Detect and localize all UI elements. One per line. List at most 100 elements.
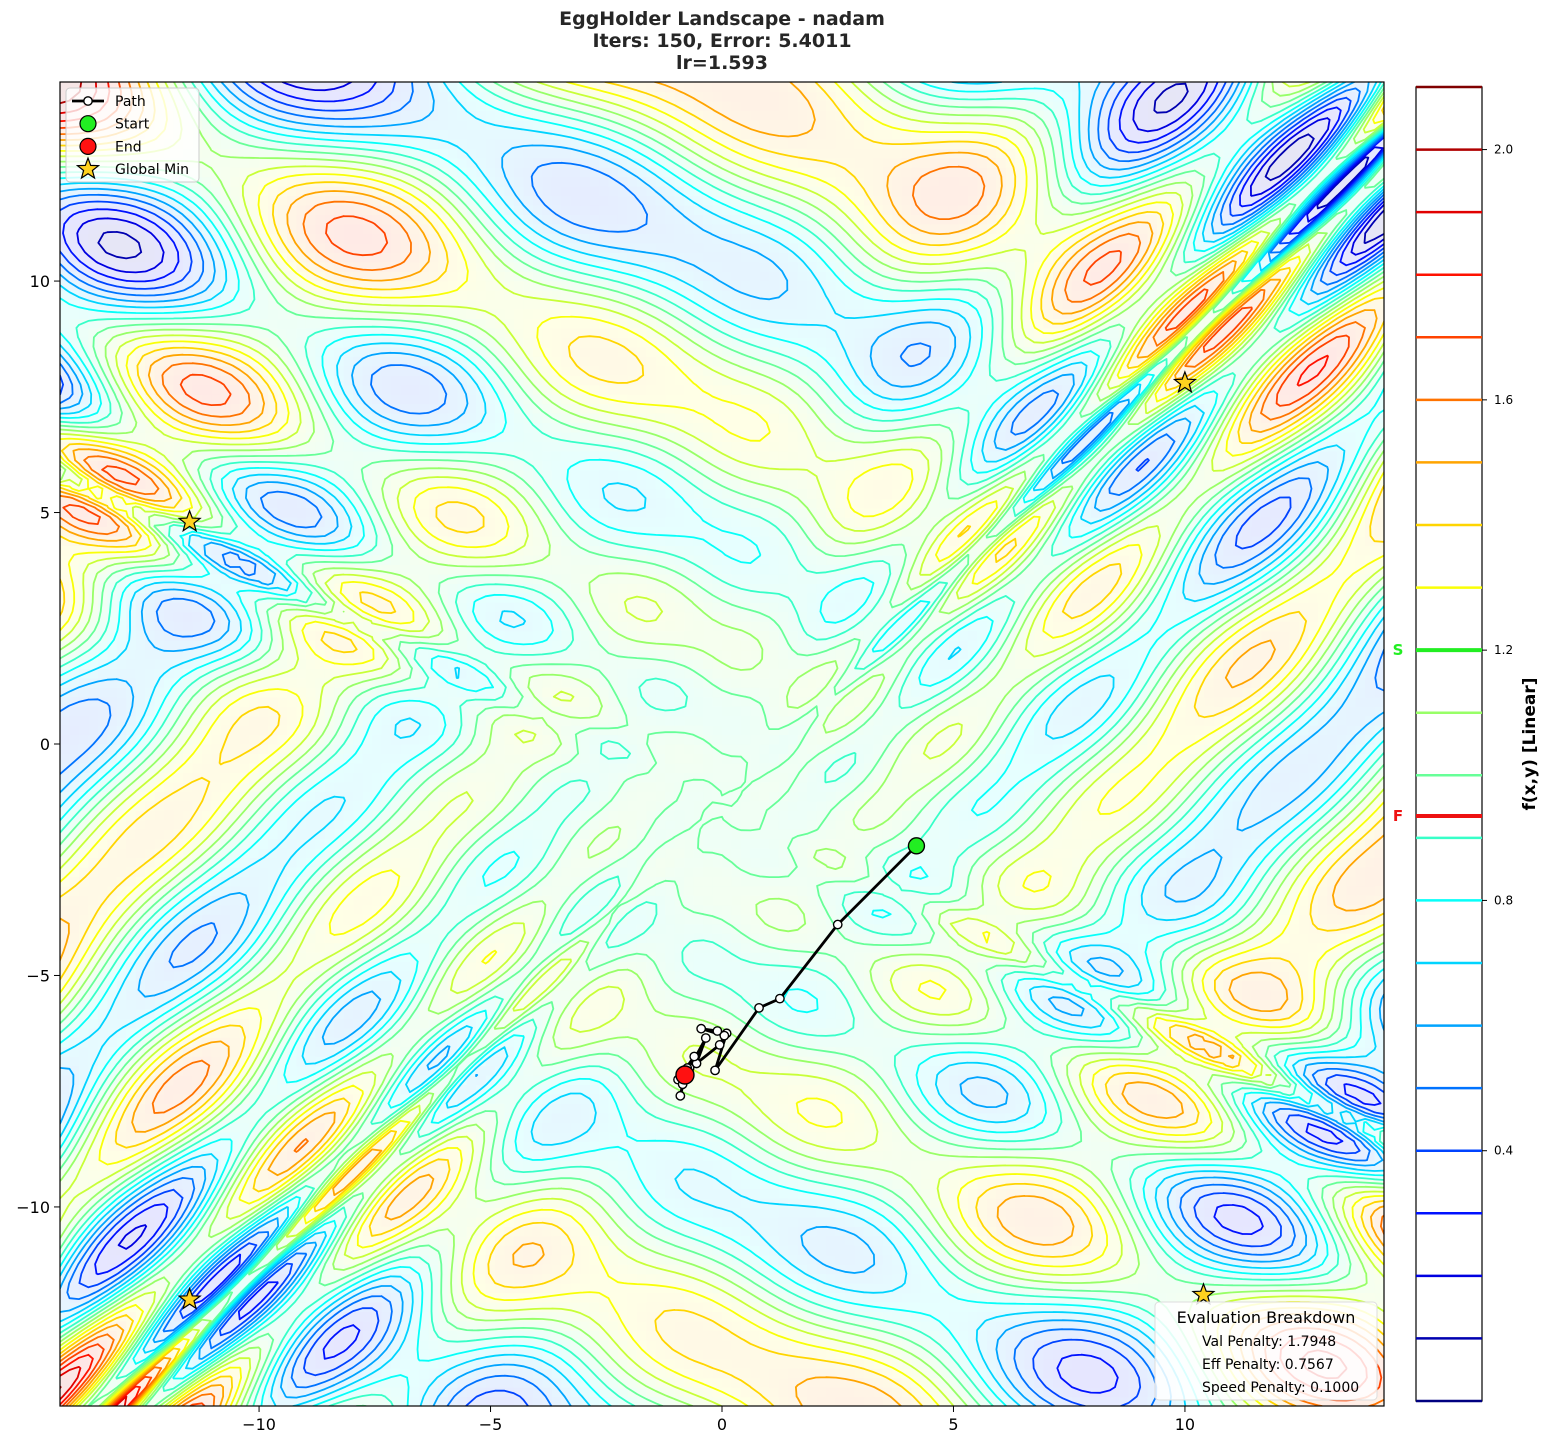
background-cell bbox=[675, 1359, 685, 1369]
background-cell bbox=[1100, 1368, 1110, 1378]
background-cell bbox=[419, 1368, 429, 1378]
background-cell bbox=[476, 1397, 486, 1407]
background-cell bbox=[731, 1349, 741, 1359]
background-cell bbox=[486, 1378, 496, 1388]
background-cell bbox=[788, 1368, 798, 1378]
background-cell bbox=[1006, 1340, 1016, 1350]
background-cell bbox=[542, 1378, 552, 1388]
background-cell bbox=[1100, 1378, 1110, 1388]
background-cell bbox=[391, 1387, 401, 1397]
background-cell bbox=[1072, 1340, 1082, 1350]
background-cell bbox=[722, 1378, 732, 1388]
background-cell bbox=[561, 1387, 571, 1397]
background-cell bbox=[325, 1359, 335, 1369]
background-cell bbox=[419, 1378, 429, 1388]
background-cell bbox=[826, 1378, 836, 1388]
background-cell bbox=[854, 1397, 864, 1407]
background-cell bbox=[410, 1397, 420, 1407]
background-cell bbox=[410, 1368, 420, 1378]
background-cell bbox=[1100, 1349, 1110, 1359]
background-cell bbox=[779, 1340, 789, 1350]
background-cell bbox=[287, 1387, 297, 1397]
background-cell bbox=[268, 1387, 278, 1397]
background-cell bbox=[1138, 1349, 1148, 1359]
background-cell bbox=[590, 1397, 600, 1407]
background-cell bbox=[694, 1349, 704, 1359]
background-cell bbox=[1119, 1378, 1129, 1388]
background-cell bbox=[835, 1397, 845, 1407]
background-cell bbox=[731, 1340, 741, 1350]
background-cell bbox=[987, 1349, 997, 1359]
background-cell bbox=[722, 1340, 732, 1350]
background-cell bbox=[495, 1387, 505, 1397]
background-cell bbox=[940, 1359, 950, 1369]
background-cell bbox=[779, 1368, 789, 1378]
background-cell bbox=[504, 1397, 514, 1407]
background-cell bbox=[1081, 1368, 1091, 1378]
background-cell bbox=[1081, 1359, 1091, 1369]
background-cell bbox=[429, 1349, 439, 1359]
background-cell bbox=[429, 1340, 439, 1350]
background-cell bbox=[779, 1397, 789, 1407]
background-cell bbox=[798, 1359, 808, 1369]
background-cell bbox=[826, 1387, 836, 1397]
background-cell bbox=[835, 1368, 845, 1378]
background-cell bbox=[1044, 1359, 1054, 1369]
background-cell bbox=[400, 1397, 410, 1407]
background-cell bbox=[741, 1368, 751, 1378]
background-cell bbox=[741, 1387, 751, 1397]
background-cell bbox=[864, 1397, 874, 1407]
background-cell bbox=[240, 1359, 250, 1369]
background-cell bbox=[504, 1378, 514, 1388]
background-cell bbox=[514, 1359, 524, 1369]
background-cell bbox=[438, 1359, 448, 1369]
background-cell bbox=[798, 1368, 808, 1378]
background-cell bbox=[817, 1387, 827, 1397]
background-cell bbox=[703, 1340, 713, 1350]
background-cell bbox=[571, 1397, 581, 1407]
background-cell bbox=[523, 1330, 533, 1340]
background-cell bbox=[571, 1368, 581, 1378]
background-cell bbox=[750, 1378, 760, 1388]
background-cell bbox=[1062, 1387, 1072, 1397]
background-cell bbox=[590, 1359, 600, 1369]
background-cell bbox=[892, 1387, 902, 1397]
background-cell bbox=[750, 1349, 760, 1359]
background-cell bbox=[1044, 1349, 1054, 1359]
background-cell bbox=[637, 1349, 647, 1359]
background-cell bbox=[495, 1397, 505, 1407]
background-cell bbox=[552, 1397, 562, 1407]
background-cell bbox=[315, 1359, 325, 1369]
background-cell bbox=[334, 1340, 344, 1350]
background-cell bbox=[835, 1387, 845, 1397]
background-cell bbox=[741, 1349, 751, 1359]
background-cell bbox=[1034, 1359, 1044, 1369]
background-cell bbox=[495, 1340, 505, 1350]
background-cell bbox=[769, 1359, 779, 1369]
background-cell bbox=[637, 1359, 647, 1369]
background-cell bbox=[854, 1368, 864, 1378]
background-cell bbox=[1081, 1378, 1091, 1388]
background-cell bbox=[656, 1349, 666, 1359]
background-cell bbox=[391, 1378, 401, 1388]
background-cell bbox=[713, 1349, 723, 1359]
background-cell bbox=[467, 1330, 477, 1340]
background-cell bbox=[731, 1359, 741, 1369]
background-cell bbox=[419, 1340, 429, 1350]
background-cell bbox=[911, 1397, 921, 1407]
background-cell bbox=[400, 1349, 410, 1359]
background-cell bbox=[845, 1368, 855, 1378]
background-cell bbox=[1072, 1378, 1082, 1388]
background-cell bbox=[278, 1397, 288, 1407]
background-cell bbox=[807, 1397, 817, 1407]
background-cell bbox=[419, 1349, 429, 1359]
background-cell bbox=[486, 1397, 496, 1407]
background-cell bbox=[344, 1330, 354, 1340]
background-cell bbox=[1062, 1340, 1072, 1350]
background-cell bbox=[1119, 1368, 1129, 1378]
background-cell bbox=[400, 1359, 410, 1369]
background-cell bbox=[675, 1340, 685, 1350]
background-cell bbox=[760, 1378, 770, 1388]
background-cell bbox=[703, 1387, 713, 1397]
background-cell bbox=[731, 1387, 741, 1397]
